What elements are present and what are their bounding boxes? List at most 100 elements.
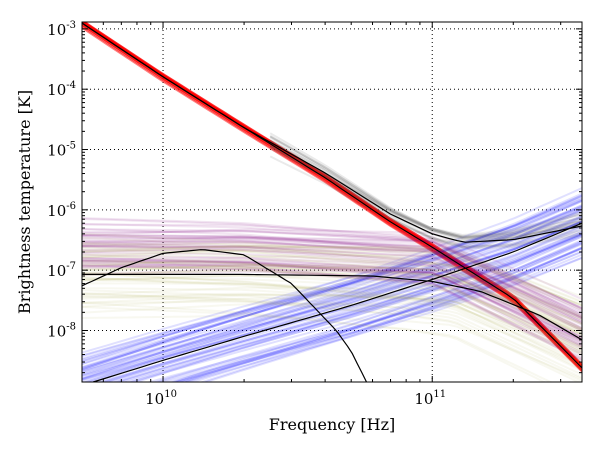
series-sample-line [82, 235, 582, 310]
series-sample-line [82, 22, 582, 366]
series-sample-line [82, 233, 582, 323]
series-sample-line [82, 271, 582, 371]
series-sample-line [168, 246, 582, 382]
series-sample-line [178, 239, 582, 382]
y-tick-exponent: -3 [66, 20, 76, 31]
series-median-line [92, 222, 582, 382]
series-sample-line [101, 220, 582, 382]
series-sample-line [82, 228, 582, 301]
y-tick-base: 10 [47, 202, 66, 220]
series-sample-line [174, 250, 582, 382]
series-sample-line [82, 296, 582, 351]
x-tick-exponent: 10 [164, 389, 177, 400]
series-sample-line [82, 256, 582, 356]
series-sample-line [82, 302, 547, 382]
series-sample-line [82, 236, 582, 309]
series-sample-line [269, 142, 582, 250]
series-sample-line [112, 233, 582, 382]
posterior-bands [82, 22, 582, 382]
series-sample-line [82, 242, 582, 311]
series-sample-line [82, 253, 582, 348]
series-sample-line [82, 264, 582, 343]
series-sample-line [82, 241, 582, 326]
series-sample-line [87, 209, 582, 382]
series-sample-line [82, 276, 582, 372]
series-sample-line [82, 219, 582, 382]
series-sample-line [189, 246, 582, 382]
series-sample-line [153, 240, 582, 382]
series-sample-line [180, 242, 582, 382]
series-sample-line [269, 135, 582, 240]
series-sample-line [269, 147, 582, 239]
y-tick-exponent: -4 [66, 80, 76, 91]
y-tick-base: 10 [47, 322, 66, 340]
series-sample-line [82, 264, 582, 344]
series-sample-line [82, 25, 582, 372]
series-sample-line [82, 206, 582, 358]
series-sample-line [82, 240, 582, 325]
series-sample-line [269, 139, 582, 239]
x-tick-label: 1011 [414, 389, 446, 408]
series-sample-line [82, 264, 582, 362]
series-sample-line [82, 270, 582, 348]
series-sample-line [82, 293, 582, 355]
series-sample-line [82, 258, 582, 319]
series-sample-line [183, 256, 582, 382]
series-sample-line [82, 246, 582, 320]
series-sample-line [82, 259, 582, 351]
series-sample-line [98, 231, 582, 382]
series-sample-line [82, 244, 582, 307]
series-sample-line [82, 241, 582, 320]
series-sample-line [82, 208, 582, 379]
series-sample-line [82, 199, 582, 368]
y-tick-label: 10-5 [47, 141, 76, 160]
plot-frame [81, 21, 583, 383]
series-sample-line [82, 269, 582, 331]
series-sample-line [82, 194, 582, 371]
x-tick-exponent: 11 [433, 389, 446, 400]
series-median-line [82, 22, 582, 369]
series-sample-line [95, 233, 582, 382]
series-sample-line [82, 229, 582, 310]
y-tick-base: 10 [47, 142, 66, 160]
series-sample-line [82, 264, 582, 325]
series-sample-line [82, 291, 581, 382]
series-sample-line [172, 243, 582, 382]
series-sample-line [133, 225, 582, 382]
series-sample-line [82, 199, 582, 363]
series-median-line [82, 273, 582, 341]
series-sample-line [82, 265, 582, 333]
series-sample-line [82, 220, 582, 377]
series-sample-line [82, 259, 582, 362]
series-median-line [82, 249, 368, 382]
series-sample-line [82, 260, 582, 341]
series-sample-line [82, 223, 582, 310]
series-sample-line [82, 217, 582, 317]
series-sample-line [82, 266, 582, 331]
x-tick-base: 10 [145, 390, 164, 408]
series-sample-line [82, 230, 582, 313]
series-sample-line [82, 243, 582, 339]
series-sample-line [82, 245, 582, 332]
series-sample-line [106, 224, 582, 382]
series-sample-line [199, 246, 582, 382]
series-sample-line [82, 300, 582, 367]
y-tick-exponent: -8 [66, 321, 76, 332]
x-tick-base: 10 [414, 390, 433, 408]
series-sample-line [89, 217, 582, 382]
series-sample-line [82, 244, 582, 320]
series-sample-line [82, 261, 582, 336]
series-sample-line [82, 282, 582, 353]
series-sample-line [82, 187, 582, 365]
series-sample-line [82, 205, 582, 365]
series-sample-line [82, 217, 582, 319]
series-sample-line [82, 234, 582, 322]
series-sample-line [128, 233, 582, 382]
series-sample-line [82, 220, 582, 381]
series-sample-line [82, 234, 582, 324]
series-sample-line [82, 249, 582, 317]
series-sample-line [82, 314, 582, 381]
series-lines [82, 22, 582, 382]
y-tick-label: 10-7 [47, 261, 76, 280]
